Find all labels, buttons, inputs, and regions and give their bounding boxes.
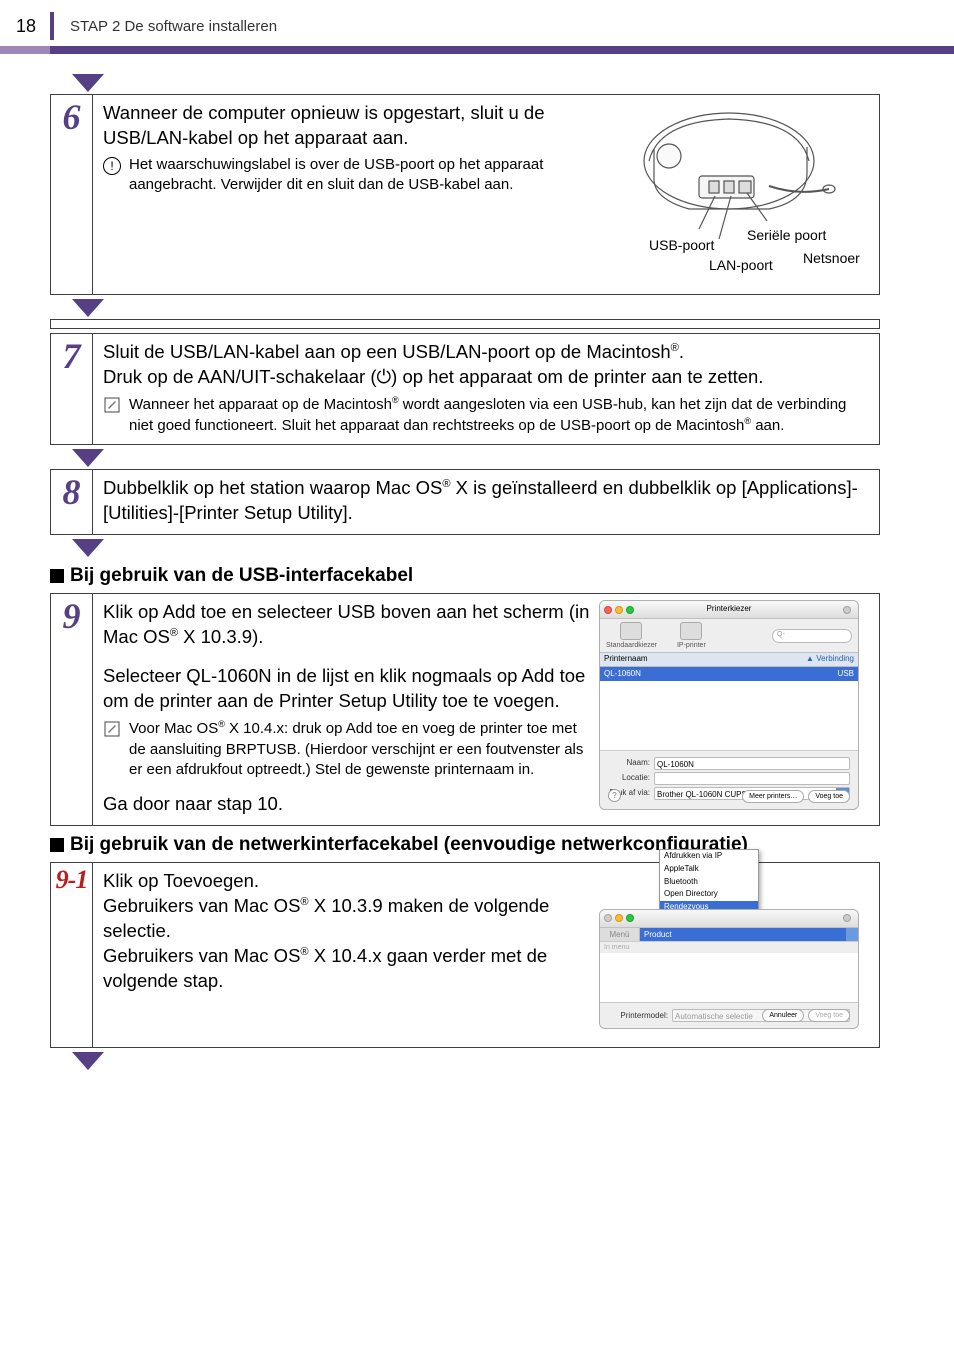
toolbar-default: Standaardkiezer xyxy=(606,642,657,649)
form-loc-label: Locatie: xyxy=(608,773,654,784)
step-6-text: Wanneer de computer opnieuw is opgestart… xyxy=(103,101,591,151)
step-number-8: 8 xyxy=(63,474,81,510)
col-connection: Verbinding xyxy=(816,654,854,663)
step-9-line2: Selecteer QL-1060N in de lijst en klik n… xyxy=(103,665,585,711)
more-printers-button: Meer printers… xyxy=(742,790,804,803)
page-header: 18 STAP 2 De software installeren xyxy=(0,0,954,46)
add-button-2: Voeg toe xyxy=(808,1009,850,1022)
step-6: 6 Wanneer de computer opnieuw is opgesta… xyxy=(50,94,880,295)
tab-in-menu: In menu xyxy=(600,942,858,953)
step-9-1-line1: Klik op Toevoegen. xyxy=(103,870,259,891)
step-7: 7 Sluit de USB/LAN-kabel aan op een USB/… xyxy=(50,333,880,445)
step-8-text: Dubbelklik op het station waarop Mac OS®… xyxy=(103,477,858,523)
step-7-text-2: Druk op de AAN/UIT-schakelaar (⏻) op het… xyxy=(103,366,763,387)
step-9-1-line3: Gebruikers van Mac OS® X 10.4.x gaan ver… xyxy=(103,945,547,991)
step-6-note: Het waarschuwingslabel is over de USB-po… xyxy=(129,155,591,196)
step-7-dot: . xyxy=(679,341,684,362)
section-usb-heading: Bij gebruik van de USB-interfacekabel xyxy=(50,565,880,587)
step-arrow-icon xyxy=(72,1052,104,1070)
page-number: 18 xyxy=(0,16,50,37)
power-cord-label: Netsnoer xyxy=(803,249,860,268)
col-printer-name: Printernaam xyxy=(604,654,771,665)
mac-window-title: Printerkiezer xyxy=(707,604,752,615)
step-arrow-icon xyxy=(72,299,104,317)
printer-row-name: QL-1060N xyxy=(604,669,771,680)
step-number-6: 6 xyxy=(63,99,81,135)
step-8: 8 Dubbelklik op het station waarop Mac O… xyxy=(50,469,880,535)
step-7-note: Wanneer het apparaat op de Macintosh® wo… xyxy=(129,394,869,437)
mac-network-dialog: Afdrukken via IP AppleTalk Bluetooth Ope… xyxy=(599,869,869,1039)
form-name-value: QL-1060N xyxy=(654,757,850,770)
continuation-arrow-icon xyxy=(72,74,104,92)
step-9-1-line2: Gebruikers van Mac OS® X 10.3.9 maken de… xyxy=(103,895,549,941)
memo-icon xyxy=(103,396,121,414)
add-button: Voeg toe xyxy=(808,790,850,803)
header-accent-bar xyxy=(0,46,954,54)
lan-port-label: LAN-poort xyxy=(709,256,773,275)
model-label: Printermodel: xyxy=(608,1011,672,1022)
spacer-block xyxy=(50,319,880,329)
mac-search-field: Q- xyxy=(772,629,852,643)
step-9: 9 Klik op Add toe en selecteer USB boven… xyxy=(50,593,880,826)
tab-product: Product xyxy=(640,928,858,941)
caution-icon: ! xyxy=(103,157,121,175)
step-arrow-icon xyxy=(72,539,104,557)
content-area: 6 Wanneer de computer opnieuw is opgesta… xyxy=(0,54,954,1070)
step-number-9: 9 xyxy=(63,598,81,634)
serial-port-label: Seriële poort xyxy=(747,226,826,245)
printer-row-conn: USB xyxy=(771,669,854,680)
toolbar-ip: IP-printer xyxy=(677,642,706,649)
step-arrow-icon xyxy=(72,449,104,467)
usb-port-label: USB-poort xyxy=(649,236,714,255)
chapter-title: STAP 2 De software installeren xyxy=(70,18,277,35)
menu-item-open-directory: Open Directory xyxy=(660,888,758,901)
step-number-9-1: 9-1 xyxy=(56,867,88,893)
step-9-line1: Klik op Add toe en selecteer USB boven a… xyxy=(103,601,589,647)
printer-diagram: USB-poort LAN-poort Seriële poort Netsno… xyxy=(599,101,869,286)
step-number-7: 7 xyxy=(63,338,81,374)
cancel-button: Annuleer xyxy=(762,1009,804,1022)
mac-printer-dialog: Printerkiezer Standaardkiezer IP-printer… xyxy=(599,600,869,817)
menu-item-bluetooth: Bluetooth xyxy=(660,876,758,889)
menu-item-print-ip: Afdrukken via IP xyxy=(660,850,758,863)
step-9-note: Voor Mac OS® X 10.4.x: druk op Add toe e… xyxy=(129,718,591,780)
step-7-text-1: Sluit de USB/LAN-kabel aan op een USB/LA… xyxy=(103,341,671,362)
memo-icon xyxy=(103,720,121,738)
form-name-label: Naam: xyxy=(608,758,654,769)
tab-menu: Menü xyxy=(600,928,640,941)
header-divider xyxy=(50,12,54,40)
step-9-1: 9-1 Klik op Toevoegen. Gebruikers van Ma… xyxy=(50,862,880,1048)
menu-item-appletalk: AppleTalk xyxy=(660,863,758,876)
step-9-line3: Ga door naar stap 10. xyxy=(103,793,283,814)
